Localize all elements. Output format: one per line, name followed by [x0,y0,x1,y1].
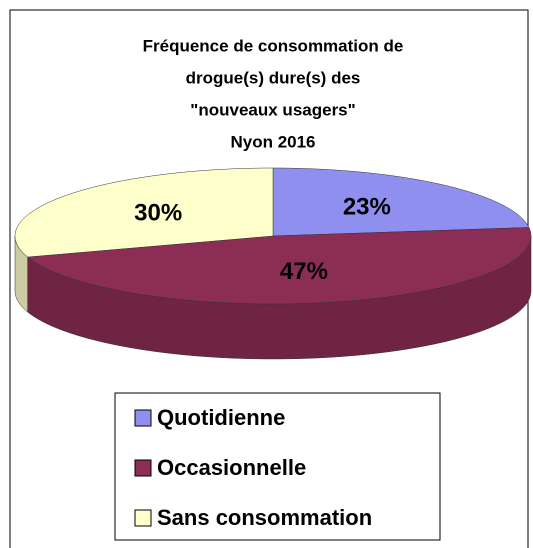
legend-label: Occasionnelle [157,455,306,480]
pie-slice [26,227,532,305]
chart-title: Fréquence de consommation de [143,36,404,55]
chart-title: Nyon 2016 [230,132,315,151]
pie-slice [14,167,274,258]
legend-swatch [134,459,152,477]
legend-label: Sans consommation [157,505,372,530]
legend-swatch [134,409,152,427]
data-label: 30% [134,199,182,226]
data-label: 47% [280,258,328,285]
pie-slice [272,167,530,237]
legend-swatch [134,509,152,527]
chart-title: drogue(s) dure(s) des [186,68,361,87]
data-label: 23% [343,193,391,220]
legend-box [114,392,441,541]
chart-title: "nouveaux usagers" [190,100,355,119]
legend-label: Quotidienne [157,405,285,430]
